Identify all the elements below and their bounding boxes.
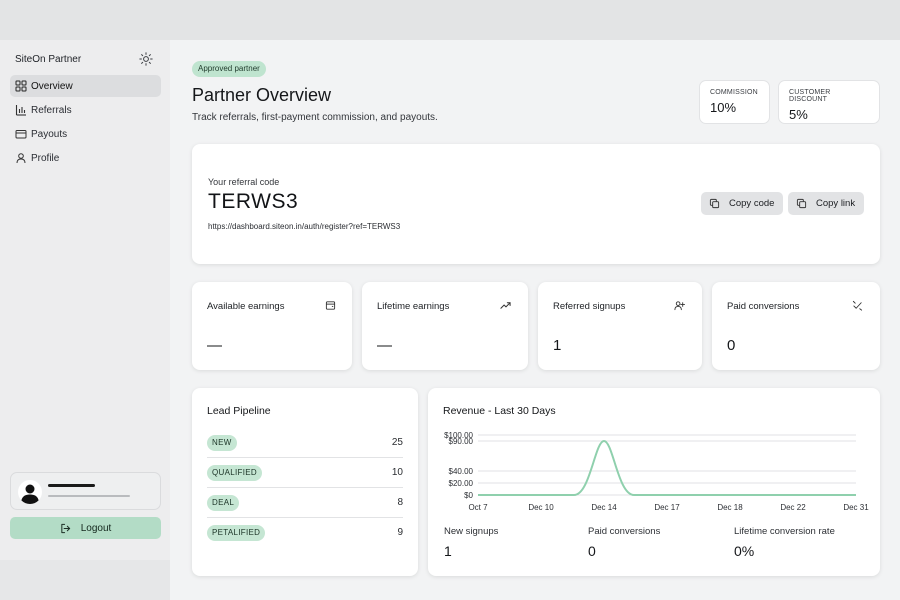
user-name-redacted bbox=[48, 484, 95, 487]
status-badge: Approved partner bbox=[192, 61, 266, 77]
sidebar-item-label: Overview bbox=[31, 80, 73, 92]
x-tick-label: Oct 7 bbox=[468, 503, 488, 512]
footer-value-new-signups: 1 bbox=[444, 543, 452, 559]
referral-card: Your referral code TERWS3 https://dashbo… bbox=[192, 144, 880, 264]
bar-chart-icon bbox=[15, 105, 26, 116]
x-tick-label: Dec 18 bbox=[717, 503, 743, 512]
badge-check-icon bbox=[852, 300, 863, 311]
copy-code-label: Copy code bbox=[729, 198, 775, 209]
sidebar-item-label: Payouts bbox=[31, 128, 68, 140]
revenue-title: Revenue - Last 30 Days bbox=[443, 405, 556, 417]
x-tick-label: Dec 10 bbox=[528, 503, 554, 512]
customer-discount-label: CUSTOMER DISCOUNT bbox=[789, 89, 831, 103]
stage-pill: NEW bbox=[207, 435, 237, 451]
y-tick-label: $90.00 bbox=[449, 437, 474, 446]
pipeline-row[interactable]: QUALIFIED 10 bbox=[207, 458, 403, 488]
pipeline-row[interactable]: NEW 25 bbox=[207, 428, 403, 458]
revenue-card: Revenue - Last 30 Days $0 $20.00 $40.00 $90… bbox=[428, 388, 880, 576]
sidebar-item-label: Profile bbox=[31, 152, 60, 164]
pipeline-row[interactable]: PETALIFIED 9 bbox=[207, 518, 403, 548]
stage-count: 8 bbox=[397, 497, 403, 508]
stage-count: 9 bbox=[397, 527, 403, 538]
window-top-bar bbox=[0, 0, 900, 40]
user-plus-icon bbox=[674, 301, 685, 311]
stage-pill: QUALIFIED bbox=[207, 465, 262, 481]
copy-icon bbox=[709, 198, 720, 209]
y-tick-label: $40.00 bbox=[449, 467, 474, 476]
metric-label: Available earnings bbox=[207, 301, 285, 312]
metric-card-lifetime-earnings: Lifetime earnings — bbox=[362, 282, 528, 370]
x-tick-label: Dec 17 bbox=[654, 503, 680, 512]
footer-value-paid-conversions: 0 bbox=[588, 543, 596, 559]
metric-card-referred-signups: Referred signups 1 bbox=[538, 282, 702, 370]
grid-icon bbox=[15, 80, 27, 92]
lead-pipeline-title: Lead Pipeline bbox=[207, 405, 271, 417]
user-icon bbox=[16, 153, 26, 164]
avatar-silhouette-icon bbox=[21, 484, 39, 504]
page-subtitle: Track referrals, first-payment commissio… bbox=[192, 112, 438, 123]
stage-pill: PETALIFIED bbox=[207, 525, 266, 541]
referral-link[interactable]: https://dashboard.siteon.in/auth/registe… bbox=[208, 222, 401, 231]
card-icon bbox=[15, 130, 27, 139]
sidebar-item-referrals[interactable]: Referrals bbox=[10, 99, 161, 121]
metric-label: Referred signups bbox=[553, 301, 626, 312]
footer-label-paid-conversions: Paid conversions bbox=[588, 526, 661, 537]
pipeline-row[interactable]: DEAL 8 bbox=[207, 488, 403, 518]
lead-pipeline-card: Lead Pipeline NEW 25 QUALIFIED 10 DEAL 8… bbox=[192, 388, 418, 576]
avatar bbox=[18, 480, 42, 504]
copy-code-button[interactable]: Copy code bbox=[701, 192, 783, 215]
x-tick-label: Dec 31 bbox=[843, 503, 869, 512]
metric-value: — bbox=[377, 337, 392, 354]
customer-discount-card: CUSTOMER DISCOUNT 5% bbox=[778, 80, 880, 124]
user-email-redacted bbox=[48, 495, 130, 497]
trending-up-icon bbox=[500, 302, 511, 309]
commission-card: COMMISSION 10% bbox=[699, 80, 770, 124]
stage-count: 10 bbox=[391, 467, 403, 478]
footer-label-new-signups: New signups bbox=[444, 526, 499, 537]
y-tick-label: $0 bbox=[464, 491, 473, 500]
copy-link-label: Copy link bbox=[816, 198, 856, 209]
sidebar-item-label: Referrals bbox=[31, 104, 72, 116]
x-tick-label: Dec 22 bbox=[780, 503, 806, 512]
page-title: Partner Overview bbox=[192, 85, 332, 105]
logout-icon bbox=[61, 523, 70, 533]
sidebar: SiteOn Partner Overview Referrals Payout… bbox=[0, 40, 170, 560]
logout-label: Logout bbox=[80, 522, 112, 534]
stage-pill: DEAL bbox=[207, 495, 240, 511]
x-tick-label: Dec 14 bbox=[591, 503, 617, 512]
commission-value: 10% bbox=[710, 100, 737, 115]
stage-count: 25 bbox=[391, 437, 403, 448]
sidebar-item-payouts[interactable]: Payouts bbox=[10, 123, 161, 145]
copy-icon bbox=[796, 198, 807, 209]
customer-discount-value: 5% bbox=[789, 107, 808, 122]
metric-value: — bbox=[207, 337, 222, 354]
footer-value-conversion-rate: 0% bbox=[734, 543, 755, 559]
metric-label: Lifetime earnings bbox=[377, 301, 450, 312]
logout-button[interactable]: Logout bbox=[10, 517, 161, 539]
referral-code-label: Your referral code bbox=[208, 177, 280, 187]
main-content: Approved partner Partner Overview Track … bbox=[170, 40, 900, 600]
metric-card-available-earnings: Available earnings — bbox=[192, 282, 352, 370]
footer-label-conversion-rate: Lifetime conversion rate bbox=[734, 526, 835, 537]
revenue-series-line bbox=[478, 439, 856, 496]
sun-icon[interactable] bbox=[139, 52, 153, 66]
wallet-icon bbox=[325, 301, 336, 310]
commission-label: COMMISSION bbox=[710, 89, 758, 96]
referral-code[interactable]: TERWS3 bbox=[208, 190, 299, 213]
metric-value: 0 bbox=[727, 337, 736, 354]
y-tick-label: $20.00 bbox=[449, 479, 474, 488]
y-tick-label: $100.00 bbox=[444, 431, 473, 440]
metric-value: 1 bbox=[553, 337, 562, 354]
sidebar-item-profile[interactable]: Profile bbox=[10, 147, 161, 169]
user-card[interactable] bbox=[10, 472, 161, 510]
copy-link-button[interactable]: Copy link bbox=[788, 192, 864, 215]
revenue-chart: $0 $20.00 $40.00 $90.00$100.00 Oct 7 Dec 10 De… bbox=[444, 431, 869, 512]
brand-name: SiteOn Partner bbox=[15, 54, 82, 65]
metric-card-paid-conversions: Paid conversions 0 bbox=[712, 282, 880, 370]
sidebar-item-overview[interactable]: Overview bbox=[10, 75, 161, 97]
metric-label: Paid conversions bbox=[727, 301, 800, 312]
